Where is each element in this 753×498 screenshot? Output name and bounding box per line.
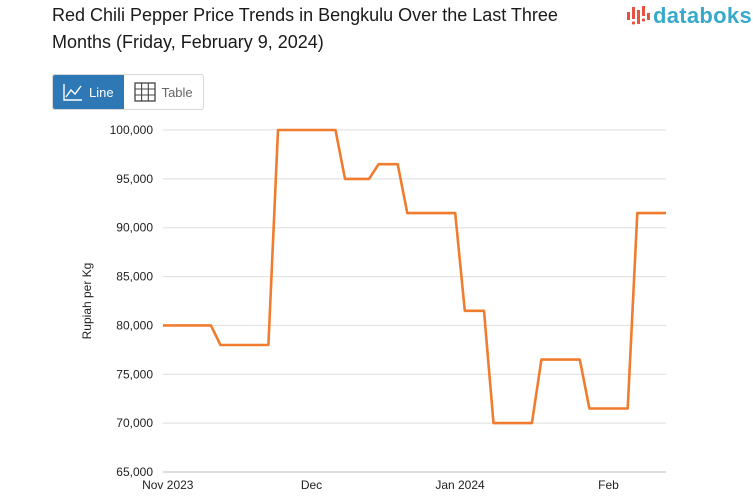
data-point[interactable] [481, 308, 486, 313]
data-point[interactable] [161, 323, 166, 328]
data-point[interactable] [376, 162, 381, 167]
data-point[interactable] [333, 128, 338, 133]
x-axis-ticks: Nov 2023 Dec Jan 2024 Feb [142, 478, 619, 492]
data-point[interactable] [343, 176, 348, 181]
data-point[interactable] [491, 421, 496, 426]
data-point[interactable] [275, 128, 280, 133]
data-point[interactable] [366, 176, 371, 181]
data-point[interactable] [625, 406, 630, 411]
data-point[interactable] [266, 342, 271, 347]
brand-logo[interactable]: databoks [626, 4, 752, 28]
x-tick-label: Feb [598, 478, 619, 492]
data-point[interactable] [395, 162, 400, 167]
brand-name: databoks [653, 3, 752, 28]
line-view-button[interactable]: Line [53, 75, 124, 109]
table-grid-icon [133, 82, 156, 102]
y-axis-ticks: 65,000 70,000 75,000 80,000 85,000 90,000 95,0… [110, 123, 154, 479]
view-toggle: Line Table [52, 74, 204, 110]
series-group [161, 128, 669, 426]
x-tick-label: Nov 2023 [142, 478, 194, 492]
y-tick-label: 80,000 [116, 318, 153, 332]
data-point[interactable] [405, 211, 410, 216]
data-point[interactable] [635, 211, 640, 216]
data-point[interactable] [529, 421, 534, 426]
data-point[interactable] [587, 406, 592, 411]
gridlines [163, 129, 666, 473]
data-point[interactable] [218, 342, 223, 347]
line-chart-icon [63, 84, 82, 101]
data-point[interactable] [539, 357, 544, 362]
y-tick-label: 95,000 [116, 172, 153, 186]
y-tick-label: 85,000 [116, 270, 153, 284]
y-tick-label: 65,000 [116, 465, 153, 479]
table-view-label: Table [161, 84, 193, 100]
data-point[interactable] [208, 323, 213, 328]
y-tick-label: 75,000 [116, 367, 153, 381]
y-tick-label: 100,000 [110, 123, 154, 137]
y-tick-label: 70,000 [116, 416, 153, 430]
data-point[interactable] [664, 211, 669, 216]
table-view-button[interactable]: Table [123, 75, 203, 109]
x-tick-label: Jan 2024 [435, 478, 485, 492]
chart-title: Red Chili Pepper Price Trends in Bengkul… [52, 5, 558, 52]
series-line[interactable] [163, 128, 666, 425]
data-point[interactable] [577, 357, 582, 362]
line-view-label: Line [89, 84, 114, 100]
brand-mark-icon [627, 6, 650, 25]
y-tick-label: 90,000 [116, 221, 153, 235]
data-point[interactable] [453, 211, 458, 216]
data-point[interactable] [462, 308, 467, 313]
x-tick-label: Dec [301, 478, 322, 492]
y-axis-label: Rupiah per Kg [80, 263, 94, 340]
